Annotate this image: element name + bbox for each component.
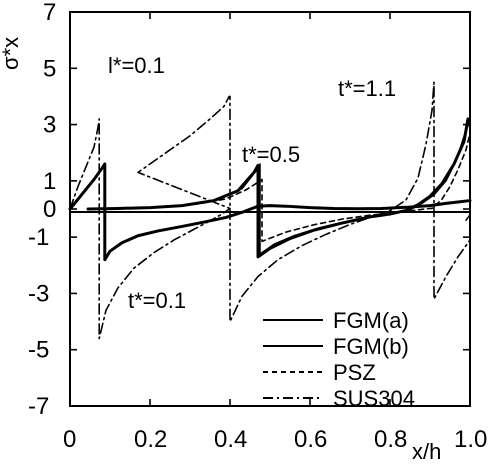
- y-tick-label-8: -7: [28, 393, 49, 420]
- x-tick-label-5: 1.0: [454, 426, 487, 453]
- series-line-fgm-a--0: [68, 162, 472, 262]
- legend-layer: FGM(a) FGM(b) PSZ SUS304: [263, 308, 415, 411]
- y-tick-label-6: -3: [28, 280, 49, 307]
- x-tick-label-4: 0.8: [374, 426, 407, 453]
- y-tick-label-7: -5: [28, 337, 49, 364]
- y-tick-label-2: 3: [43, 112, 56, 139]
- annotation-l-star: l*=0.1: [108, 53, 165, 78]
- legend-label-sus304: SUS304: [333, 386, 415, 411]
- x-tick-label-3: 0.6: [294, 426, 327, 453]
- y-tick-label-5: -1: [28, 224, 49, 251]
- legend-label-fgm-a: FGM(a): [333, 308, 409, 333]
- y-tick-label-0: 7: [43, 0, 56, 26]
- x-tick-label-1: 0.2: [134, 426, 167, 453]
- x-tick-label-2: 0.4: [214, 426, 247, 453]
- y-tick-label-4: 0: [43, 196, 56, 223]
- x-tick-label-0: 0: [63, 426, 76, 453]
- annotation-t-star-1-1: t*=1.1: [338, 76, 396, 101]
- series-layer: [68, 81, 472, 340]
- y-axis-label: σ*x: [0, 37, 23, 70]
- labels-layer: σ*x x/h: [0, 37, 441, 464]
- legend-label-fgm-b: FGM(b): [333, 334, 409, 359]
- y-tick-label-3: 1: [43, 168, 56, 195]
- y-tick-label-1: 5: [43, 55, 56, 82]
- legend-label-psz: PSZ: [333, 360, 376, 385]
- series-line-sus304-4: [69, 81, 471, 340]
- x-axis-label: x/h: [412, 439, 441, 464]
- annotation-t-star-0-5: t*=0.5: [242, 142, 300, 167]
- annotation-t-star-0-1: t*=0.1: [128, 288, 186, 313]
- annotation-layer: l*=0.1 t*=0.1 t*=0.5 t*=1.1: [108, 53, 396, 313]
- series-line-psz-3: [93, 132, 471, 243]
- series-line-fgm-a--1: [86, 117, 470, 259]
